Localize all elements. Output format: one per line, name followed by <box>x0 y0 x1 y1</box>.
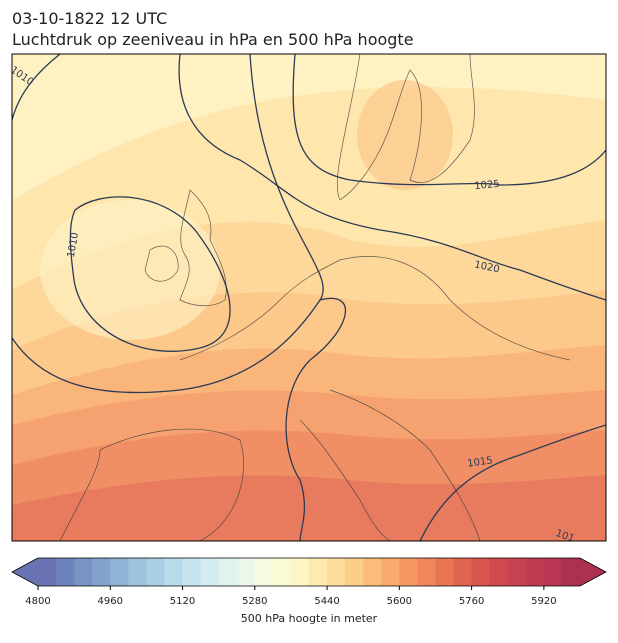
colorbar-swatch <box>164 558 184 586</box>
colorbar-swatch <box>543 558 563 586</box>
colorbar-swatch <box>363 558 382 586</box>
colorbar-swatch <box>56 558 75 586</box>
colorbar-label: 500 hPa hoogte in meter <box>241 612 378 625</box>
colorbar-tick-label: 5440 <box>314 596 339 607</box>
colorbar-swatch <box>182 558 202 586</box>
colorbar-swatch <box>525 558 545 586</box>
colorbar-swatch <box>74 558 93 586</box>
colorbar-tick-label: 5920 <box>531 596 556 607</box>
colorbar-extend <box>12 558 38 586</box>
colorbar-outline <box>11 557 607 587</box>
colorbar-swatch <box>453 558 473 586</box>
colorbar-swatch <box>272 558 292 586</box>
colorbar-swatch <box>290 558 310 586</box>
colorbar-swatch <box>38 558 57 586</box>
contour-label: 1025 <box>474 179 500 192</box>
colorbar-swatch <box>128 558 147 586</box>
map-frame <box>11 53 607 542</box>
colorbar-swatch <box>435 558 455 586</box>
colorbar-tick-label: 5280 <box>242 596 267 607</box>
colorbar-swatch <box>218 558 238 586</box>
colorbar-swatch <box>561 558 581 586</box>
colorbar-swatch <box>236 558 256 586</box>
colorbar-swatch <box>507 558 527 586</box>
colorbar-swatch <box>110 558 129 586</box>
colorbar-tick-label: 4800 <box>25 596 50 607</box>
colorbar: 4800 4960 5120 5280 5440 5600 5760 5920 <box>11 557 607 607</box>
colorbar-swatch <box>489 558 509 586</box>
title: 03-10-1822 12 UTC <box>12 9 167 28</box>
colorbar-swatch <box>417 558 436 586</box>
colorbar-swatch <box>200 558 220 586</box>
colorbar-extend <box>580 558 606 586</box>
colorbar-tick-label: 5120 <box>170 596 195 607</box>
contour-label: 1010 <box>66 232 81 259</box>
colorbar-swatch <box>92 558 111 586</box>
colorbar-swatch <box>381 558 400 586</box>
map: 1010 1025 1010 1020 1015 101 <box>12 54 606 541</box>
contour-label: 1015 <box>467 455 494 469</box>
colorbar-swatch <box>471 558 491 586</box>
contour-label: 1020 <box>473 259 500 275</box>
colorbar-swatch <box>309 558 328 586</box>
colorbar-swatch <box>254 558 274 586</box>
colorbar-tick-label: 5760 <box>459 596 484 607</box>
colorbar-tick-label: 5600 <box>387 596 412 607</box>
subtitle: Luchtdruk op zeeniveau in hPa en 500 hPa… <box>12 30 414 49</box>
colorbar-swatch <box>345 558 364 586</box>
colorbar-swatch <box>327 558 346 586</box>
colorbar-swatch <box>146 558 165 586</box>
colorbar-tick-label: 4960 <box>98 596 123 607</box>
colorbar-swatch <box>399 558 418 586</box>
